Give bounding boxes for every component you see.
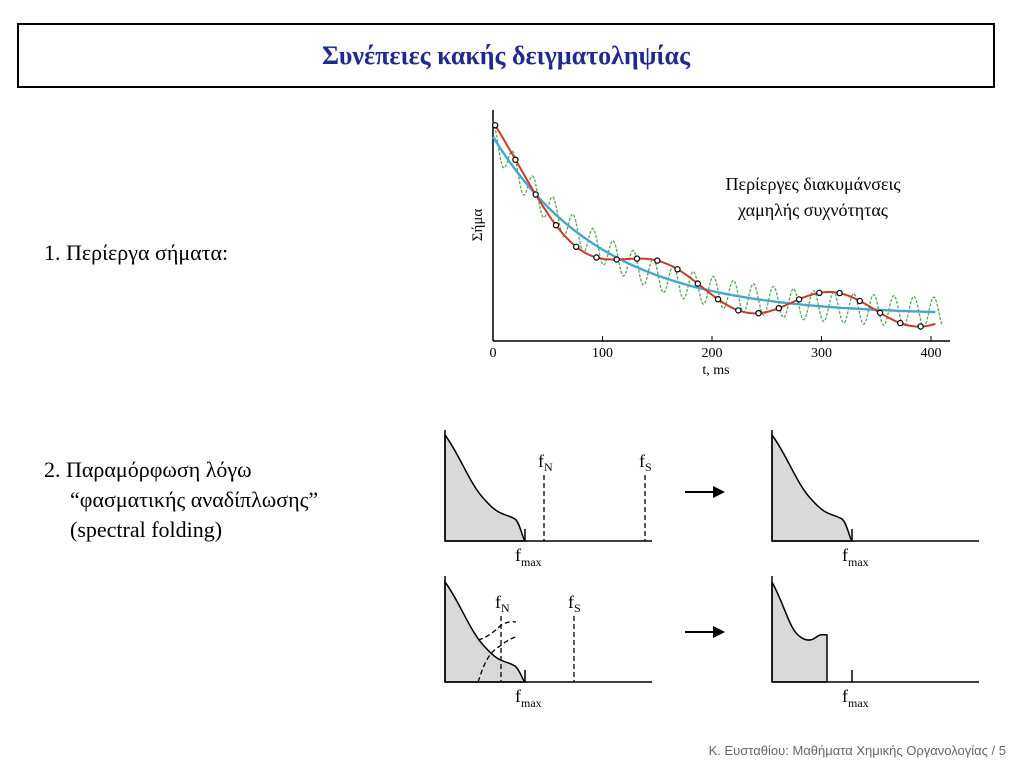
sample-point [593,254,600,261]
x-tick-label: 300 [811,346,832,361]
fN-label: fN [538,451,553,474]
sample-point [755,309,762,317]
annotation-line-1: Περίεργες διακυμάνσεις [726,174,901,194]
y-axis-label: Σήμα [470,209,486,242]
signal-plot: 0 100 200 300 400 Σήμα t, ms Περίεργες διακυ… [470,110,950,378]
fS-label: fS [568,592,581,615]
spectrum-proper-sampling: fN fS fmax [444,430,652,569]
sample-point [572,243,580,250]
fmax-label: fmax [515,545,542,569]
item-line-1: Παραμόρφωση λόγω [66,457,252,482]
x-tick-label: 400 [921,346,942,361]
arrow-icon [685,486,725,498]
spectrum-result-aliased: fmax [771,576,979,710]
arrow-icon [685,626,725,638]
spectrum-undersampling: fN fS fmax [444,576,652,710]
fN-label: fN [495,592,510,615]
list-item-1: 1. Περίεργα σήματα: [44,238,228,268]
sample-point [613,256,620,263]
folded-spectrum-upper [477,621,517,641]
title-box: Συνέπειες κακής δειγματοληψίας [17,23,995,88]
fmax-label: fmax [842,545,869,569]
sample-point [532,191,539,198]
item-number: 2. [44,457,61,482]
true-decay-curve [491,136,936,314]
sample-point [735,307,742,314]
sample-point [856,297,863,305]
spectrum-area [444,432,527,542]
sample-point [654,257,661,264]
fmax-label: fmax [842,686,869,710]
fmax-label: fmax [515,686,542,710]
item-number: 1. [44,240,61,265]
x-tick-label: 200 [702,346,723,361]
sample-point [552,221,560,229]
sample-point [816,289,823,296]
spectrum-result-proper: fmax [771,430,979,569]
sample-points [492,122,924,330]
x-tick-label: 100 [592,346,613,361]
sample-point [633,255,641,262]
fast-oscillation-curve [492,121,943,328]
item-text: Περίεργα σήματα: [66,240,229,265]
sample-point [492,122,499,129]
spectrum-area [771,581,828,683]
sample-point [694,280,701,287]
annotation-line-2: χαμηλής συχνότητας [737,200,888,220]
x-tick-label: 0 [490,346,497,361]
spectrum-area [444,579,527,683]
sample-point [897,319,904,327]
item-line-2: “φασματικής αναδίπλωσης” [70,487,319,512]
sample-point [714,295,722,303]
page-title: Συνέπειες κακής δειγματοληψίας [321,40,691,70]
spectrum-area [771,432,854,542]
sample-point [795,296,803,303]
footer: Κ. Ευσταθίου: Μαθήματα Χημικής Οργανολογ… [708,743,1006,758]
sample-point [775,304,782,312]
sample-point [917,323,924,330]
sample-point [674,266,681,273]
x-axis-label: t, ms [702,363,729,378]
sample-point [836,289,843,297]
folded-spectrum-curve [477,635,519,683]
fS-label: fS [639,451,652,474]
x-ticks: 0 100 200 300 400 [490,336,942,361]
sample-point [512,156,519,163]
sample-point [876,309,884,317]
list-item-2: 2. Παραμόρφωση λόγω “φασματικής αναδίπλω… [44,455,318,545]
item-line-3: (spectral folding) [70,517,223,542]
